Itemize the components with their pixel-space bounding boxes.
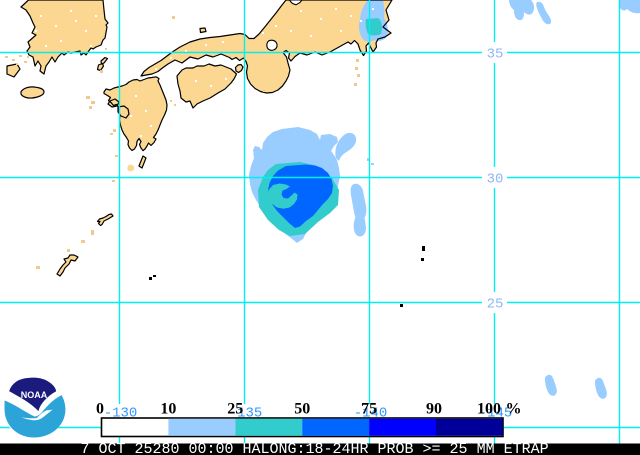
svg-text:25: 25	[227, 401, 243, 418]
svg-text:100: 100	[477, 401, 501, 418]
svg-text:35: 35	[487, 47, 504, 63]
svg-text:7 OCT 25280 00:00 HALONG:18-24: 7 OCT 25280 00:00 HALONG:18-24HR PROB >=…	[81, 441, 549, 455]
svg-text:75: 75	[361, 401, 377, 418]
svg-text:NOAA: NOAA	[21, 390, 48, 400]
svg-text:30: 30	[487, 172, 504, 188]
svg-text:50: 50	[294, 401, 310, 418]
svg-text:0: 0	[96, 401, 104, 418]
svg-text:25: 25	[487, 297, 504, 313]
svg-text:10: 10	[160, 401, 176, 418]
svg-text:90: 90	[426, 401, 442, 418]
svg-text:%: %	[506, 401, 522, 418]
